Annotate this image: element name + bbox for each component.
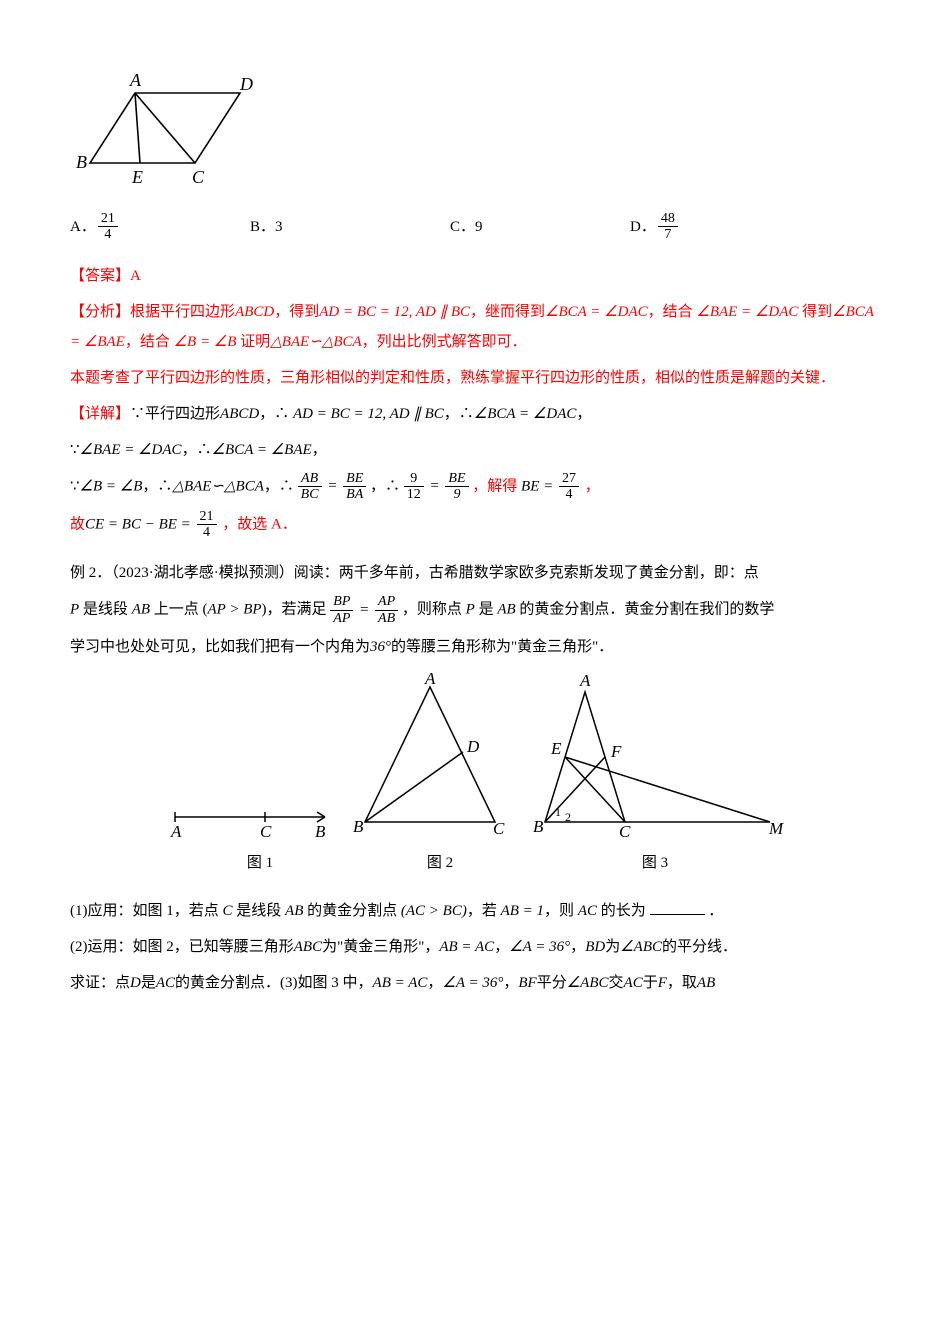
svg-text:C: C	[260, 822, 272, 841]
option-B: B．3	[250, 211, 450, 243]
svg-text:E: E	[550, 739, 562, 758]
figure-1-svg: A C B	[165, 672, 335, 842]
svg-text:A: A	[579, 672, 591, 690]
ex2-para-1: 例 2．（2023·湖北孝感·模拟预测）阅读：两千多年前，古希腊数学家欧多克索斯…	[70, 558, 880, 588]
caption-3: 图 3	[535, 848, 775, 878]
options-row: A． 214 B．3 C．9 D． 487	[70, 211, 880, 243]
blank-fill[interactable]	[650, 901, 705, 916]
detail-line-3: ∵∠B = ∠B，∴△BAE∽△BCA，∴ ABBC = BEBA ，∴ 912…	[70, 471, 880, 503]
detail-line-1: 【详解】∵平行四边形ABCD，∴ AD = BC = 12, AD ∥ BC，∴…	[70, 399, 880, 429]
svg-text:A: A	[424, 672, 436, 688]
figure-captions: 图 1 图 2 图 3	[70, 848, 880, 878]
label-E: E	[131, 167, 143, 187]
detail-line-4: 故CE = BC − BE = 214 ，故选 A．	[70, 509, 880, 541]
question-3: 求证：点D是AC的黄金分割点．(3)如图 3 中，AB = AC，∠A = 36…	[70, 968, 880, 998]
option-C: C．9	[450, 211, 630, 243]
parallelogram-svg: A D B E C	[70, 68, 260, 188]
caption-2: 图 2	[345, 848, 535, 878]
option-D-label: D．	[630, 212, 656, 242]
label-D: D	[239, 74, 253, 94]
figure-parallelogram: A D B E C	[70, 68, 880, 199]
svg-text:A: A	[170, 822, 182, 841]
svg-text:C: C	[619, 822, 631, 841]
three-figures: A C B A B C D A B C E F	[70, 672, 880, 842]
option-A: A． 214	[70, 211, 250, 243]
svg-text:B: B	[315, 822, 326, 841]
svg-text:M: M	[768, 819, 784, 838]
ex2-para-3: 学习中也处处可见，比如我们把有一个内角为36°的等腰三角形称为"黄金三角形"．	[70, 632, 880, 662]
question-1: (1)应用：如图 1，若点 C 是线段 AB 的黄金分割点 (AC > BC)，…	[70, 896, 880, 926]
analysis-label: 【分析】	[70, 304, 130, 320]
svg-text:2: 2	[565, 810, 571, 824]
figure-2-svg: A B C D	[335, 672, 525, 842]
label-A: A	[129, 70, 142, 90]
svg-text:F: F	[610, 742, 622, 761]
detail-line-2: ∵∠BAE = ∠DAC，∴∠BCA = ∠BAE，	[70, 435, 880, 465]
svg-text:D: D	[466, 737, 480, 756]
caption-1: 图 1	[175, 848, 345, 878]
svg-text:1: 1	[555, 805, 561, 819]
analysis-paragraph-1: 【分析】根据平行四边形ABCD，得到AD = BC = 12, AD ∥ BC，…	[70, 297, 880, 357]
figure-3-svg: A B C E F M 1 2	[525, 672, 785, 842]
option-D: D． 487	[630, 211, 780, 243]
option-A-label: A．	[70, 212, 96, 242]
analysis-paragraph-2: 本题考查了平行四边形的性质，三角形相似的判定和性质，熟练掌握平行四边形的性质，相…	[70, 363, 880, 393]
label-B: B	[76, 152, 87, 172]
answer-line: 【答案】A	[70, 261, 880, 291]
question-2: (2)运用：如图 2，已知等腰三角形ABC为"黄金三角形"，AB = AC，∠A…	[70, 932, 880, 962]
svg-text:B: B	[533, 817, 544, 836]
svg-text:B: B	[353, 817, 364, 836]
ex2-para-2: P 是线段 AB 上一点 (AP > BP)，若满足 BPAP = APAB ，…	[70, 594, 880, 626]
label-C: C	[192, 167, 205, 187]
svg-text:C: C	[493, 819, 505, 838]
